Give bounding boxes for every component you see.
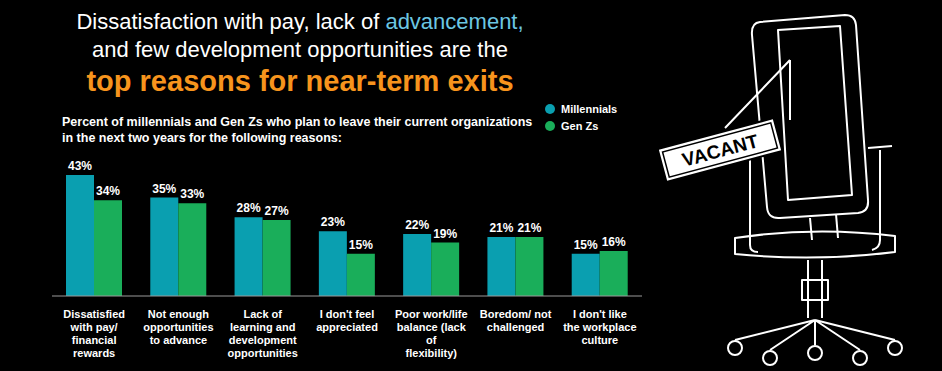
- svg-text:23%: 23%: [321, 215, 345, 229]
- svg-text:VACANT: VACANT: [680, 130, 761, 171]
- html-text:top reasons for near-term exit: top reasons for near-term exits: [86, 65, 514, 97]
- html-text:Dissatisfaction with pay, lack: Dissatisfaction with pay, lack of advanc…: [76, 9, 524, 34]
- svg-text:15%: 15%: [574, 238, 598, 252]
- svg-text:35%: 35%: [152, 182, 176, 196]
- svg-text:21%: 21%: [489, 221, 513, 235]
- html-text:and few development opportunit: and few development opportunities are th…: [92, 37, 508, 62]
- svg-text:22%: 22%: [405, 218, 429, 232]
- svg-text:43%: 43%: [68, 159, 92, 173]
- svg-text:28%: 28%: [237, 201, 261, 215]
- svg-text:Poor work/lifebalance (lackoff: Poor work/lifebalance (lackofflexibility…: [395, 308, 468, 359]
- svg-text:27%: 27%: [265, 204, 289, 218]
- svg-text:16%: 16%: [602, 235, 626, 249]
- svg-text:I don't feelappreciated: I don't feelappreciated: [316, 308, 378, 333]
- svg-text:Dissatisfiedwith pay/financial: Dissatisfiedwith pay/financialrewards: [63, 308, 125, 359]
- svg-text:I don't likethe workplacecultu: I don't likethe workplaceculture: [563, 308, 636, 346]
- svg-text:15%: 15%: [349, 238, 373, 252]
- svg-text:19%: 19%: [433, 227, 457, 241]
- svg-text:34%: 34%: [96, 184, 120, 198]
- svg-text:Lack oflearning anddevelopment: Lack oflearning anddevelopmentopportunit…: [228, 308, 298, 359]
- html-text:Percent of millennials and Gen: Percent of millennials and Gen Zs who pl…: [62, 115, 533, 145]
- svg-text:Not enoughopportunitiesto adva: Not enoughopportunitiesto advance: [143, 308, 213, 346]
- svg-text:33%: 33%: [180, 187, 204, 201]
- svg-text:21%: 21%: [517, 221, 541, 235]
- html-text:Millennials: Millennials: [561, 102, 618, 115]
- html-text:Gen Zs: Gen Zs: [561, 119, 599, 132]
- svg-text:Boredom/ notchallenged: Boredom/ notchallenged: [480, 308, 552, 333]
